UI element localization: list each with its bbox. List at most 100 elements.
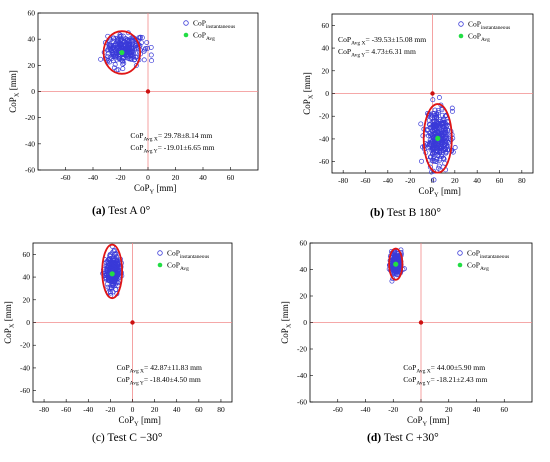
instantaneous-point <box>139 40 144 46</box>
avg-point-b <box>435 135 441 141</box>
x-axis-label-c: CoPY [mm] <box>119 415 161 428</box>
x-tick-label-d: 40 <box>473 405 481 414</box>
y-tick-label-a: -20 <box>25 113 35 122</box>
instantaneous-point <box>117 32 123 38</box>
x-tick-label-a: 20 <box>172 173 180 182</box>
legend-instantaneous-label: CoPinstantaneous <box>167 249 209 260</box>
x-tick-label-b: -60 <box>361 176 371 185</box>
confidence-ellipse-b <box>422 103 453 174</box>
x-axis-label-d: CoPY [mm] <box>407 415 449 428</box>
instantaneous-point <box>124 51 130 57</box>
stats-line-a-1: CoPAvg Y= -19.01±6.65 mm <box>130 143 214 154</box>
instantaneous-point <box>392 250 398 256</box>
legend-avg-marker <box>157 262 163 268</box>
x-tick-label-d: -40 <box>361 405 371 414</box>
instantaneous-point <box>434 112 440 118</box>
instantaneous-point <box>435 120 441 126</box>
instantaneous-point <box>114 257 120 263</box>
legend-instantaneous-label: CoPinstantaneous <box>467 249 509 260</box>
instantaneous-point <box>148 44 154 50</box>
caption-d: (d) Test C +30° <box>367 432 439 444</box>
instantaneous-point <box>434 114 440 120</box>
instantaneous-point <box>139 35 145 41</box>
instantaneous-point <box>105 284 111 290</box>
instantaneous-point <box>111 58 116 64</box>
instantaneous-point <box>435 108 441 113</box>
chart-a: -60 -40 -20 0 20 40 60 -60 -40 -20 0 20 40 60 CoPY [mm… <box>8 9 259 196</box>
x-tick-label-c: 80 <box>217 405 225 414</box>
instantaneous-point <box>436 109 441 115</box>
instantaneous-point <box>436 95 442 100</box>
instantaneous-point <box>148 52 154 58</box>
avg-point-a <box>119 49 125 56</box>
instantaneous-point <box>104 266 109 272</box>
instantaneous-point <box>113 252 119 257</box>
x-tick-label-d: -20 <box>388 405 398 414</box>
x-tick-label-c: 40 <box>173 405 181 414</box>
y-tick-label-c: 60 <box>23 250 31 259</box>
instantaneous-point <box>426 133 431 139</box>
x-tick-label-a: -40 <box>88 173 98 182</box>
instantaneous-point <box>436 163 442 169</box>
stats-line-a-0: CoPAvg X= 29.78±8.14 mm <box>130 131 212 142</box>
y-tick-label-d: -20 <box>297 345 307 354</box>
legend-instantaneous-marker <box>183 20 189 26</box>
instantaneous-point <box>427 164 433 170</box>
instantaneous-point <box>443 150 449 156</box>
instantaneous-point <box>418 121 424 127</box>
instantaneous-point <box>424 128 430 134</box>
x-tick-label-c: 60 <box>195 405 203 414</box>
instantaneous-point <box>396 267 402 273</box>
instantaneous-point <box>129 52 135 58</box>
instantaneous-point <box>430 146 436 151</box>
origin-point-a <box>145 89 151 94</box>
chart-d: -60 -40 -20 0 20 40 60 -60 -40 -20 0 20 40 60 CoPY [mm… <box>280 239 533 428</box>
x-tick-label-b: -20 <box>405 176 415 185</box>
chart-b: -80 -60 -40 -20 0 20 40 60 80 -60 -40 -20 0 20 40 60 CoP… <box>302 13 534 199</box>
legend-avg-marker <box>183 32 189 38</box>
caption-a: (a) Test A 0° <box>92 205 150 217</box>
instantaneous-point <box>439 118 445 124</box>
instantaneous-point <box>133 63 139 68</box>
instantaneous-point <box>427 141 433 147</box>
caption-d-text: Test C +30° <box>381 432 439 444</box>
instantaneous-point <box>118 33 124 39</box>
confidence-ellipse-a <box>102 30 142 75</box>
x-tick-label-b: 40 <box>473 176 481 185</box>
instantaneous-point <box>444 136 449 142</box>
caption-a-label: (a) <box>92 205 106 217</box>
y-tick-label-c: 20 <box>23 295 31 304</box>
instantaneous-point <box>149 58 154 64</box>
instantaneous-point <box>115 47 121 53</box>
instantaneous-point <box>437 126 443 132</box>
instantaneous-point <box>128 35 134 41</box>
y-tick-label-c: 0 <box>26 318 30 327</box>
y-tick-label-b: 20 <box>322 66 330 75</box>
y-tick-label-c: 40 <box>23 273 31 282</box>
instantaneous-point <box>428 154 434 160</box>
y-axis-label-c: CoPX [mm] <box>3 301 16 343</box>
confidence-ellipse-d <box>388 247 404 281</box>
x-tick-label-c: -60 <box>61 405 71 414</box>
legend-avg-marker <box>458 33 464 39</box>
instantaneous-point <box>389 278 395 284</box>
x-tick-label-a: -20 <box>116 173 126 182</box>
y-tick-label-b: 0 <box>325 89 329 98</box>
y-tick-label-b: 40 <box>322 44 330 53</box>
instantaneous-point <box>449 105 455 111</box>
y-tick-label-a: 40 <box>28 35 36 44</box>
instantaneous-point <box>439 133 445 139</box>
stats-line-c-1: CoPAvg Y= -18.40±4.50 mm <box>117 375 201 386</box>
x-tick-label-a: 40 <box>199 173 207 182</box>
instantaneous-point <box>125 45 131 51</box>
x-tick-label-b: 80 <box>518 176 526 185</box>
legend-avg-label: CoPAvg <box>467 261 489 272</box>
instantaneous-point <box>436 130 442 136</box>
y-tick-label-a: 20 <box>28 61 36 70</box>
caption-c-label: (c) <box>92 432 105 444</box>
y-tick-label-d: 0 <box>303 318 307 327</box>
legend-avg-marker <box>457 262 463 268</box>
instantaneous-point <box>144 40 150 45</box>
y-axis-label-d: CoPX [mm] <box>280 301 293 343</box>
